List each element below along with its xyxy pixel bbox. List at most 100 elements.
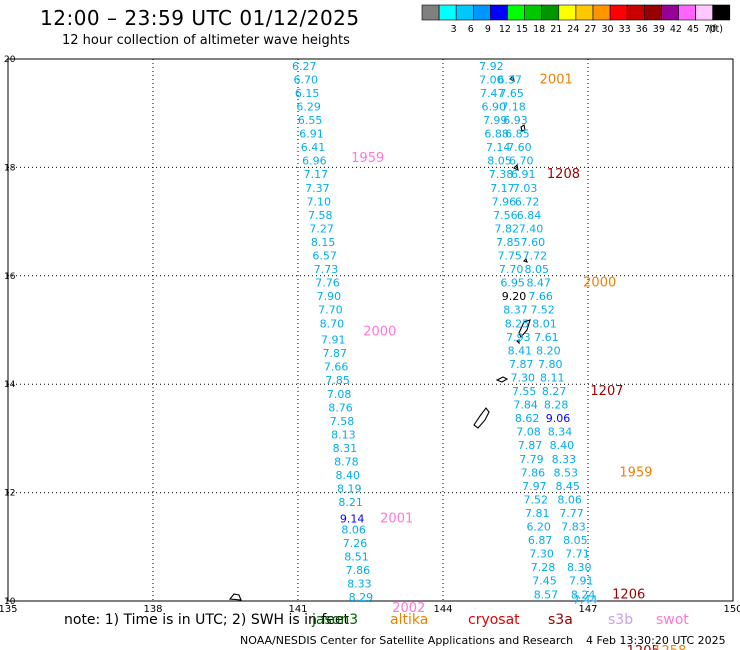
map-frame bbox=[7, 58, 734, 602]
wave-height-label: 8.33 bbox=[347, 577, 372, 590]
wave-height-label: 7.82 bbox=[495, 222, 520, 235]
wave-height-label: 7.56 bbox=[493, 209, 518, 222]
wave-height-label: 7.85 bbox=[496, 236, 521, 249]
pass-time-label: 1959 bbox=[351, 151, 384, 166]
wave-height-label: 7.87 bbox=[518, 439, 543, 452]
wave-height-label: 7.17 bbox=[304, 168, 329, 181]
wave-height-label: 7.86 bbox=[521, 466, 546, 479]
island-outline bbox=[516, 339, 520, 345]
wave-height-label: 7.08 bbox=[327, 388, 352, 401]
wave-height-label: 8.01 bbox=[532, 317, 557, 330]
x-tick-label: 144 bbox=[433, 604, 452, 615]
island-outline bbox=[513, 163, 519, 171]
wave-height-label: 7.70 bbox=[499, 263, 524, 276]
wave-height-label: 7.77 bbox=[559, 507, 584, 520]
wave-height-label: 8.40 bbox=[336, 469, 361, 482]
wave-height-label: 7.97 bbox=[522, 480, 547, 493]
wave-height-label: 7.61 bbox=[534, 331, 559, 344]
wave-height-label: 8.62 bbox=[515, 412, 540, 425]
wave-height-label: 7.28 bbox=[531, 561, 556, 574]
wave-height-label: 8.41 bbox=[508, 344, 533, 357]
colorbar-tick-label: 3 bbox=[451, 24, 457, 35]
island-outline bbox=[228, 593, 242, 601]
wave-height-label: 7.40 bbox=[519, 222, 544, 235]
wave-height-label: 8.31 bbox=[333, 442, 358, 455]
wave-height-label: 7.03 bbox=[513, 182, 538, 195]
wave-height-label: 6.88 bbox=[484, 128, 509, 141]
wave-height-label: 7.76 bbox=[315, 277, 340, 290]
x-tick-label: 141 bbox=[288, 604, 307, 615]
wave-height-label: 7.30 bbox=[511, 371, 536, 384]
colorbar-tick-label: 6 bbox=[468, 24, 474, 35]
island-outline bbox=[509, 74, 515, 82]
wave-height-label: 6.72 bbox=[515, 195, 540, 208]
colorbar-tick-label: 27 bbox=[584, 24, 596, 35]
colorbar-tick-label: 24 bbox=[567, 24, 579, 35]
colorbar-tick-label: 70 bbox=[704, 24, 716, 35]
wave-height-label: 8.15 bbox=[311, 236, 336, 249]
wave-height-label: 7.87 bbox=[509, 358, 534, 371]
wave-height-label: 8.51 bbox=[344, 550, 369, 563]
wave-height-label: 8.30 bbox=[567, 561, 592, 574]
wave-height-label: 7.60 bbox=[521, 236, 546, 249]
wave-height-label: 7.44 bbox=[573, 594, 598, 607]
wave-height-label: 7.38 bbox=[489, 168, 514, 181]
y-tick-label: 16 bbox=[4, 272, 16, 282]
wave-height-label: 8.70 bbox=[320, 317, 345, 330]
wave-height-label: 7.70 bbox=[318, 304, 343, 317]
wave-height-label: 7.91 bbox=[569, 575, 594, 588]
wave-height-label: 7.66 bbox=[528, 290, 553, 303]
wave-height-label: 7.81 bbox=[525, 507, 550, 520]
colorbar-tick-label: 39 bbox=[653, 24, 665, 35]
wave-height-label: 8.13 bbox=[331, 428, 356, 441]
wave-height-label: 7.26 bbox=[343, 537, 368, 550]
wave-height-label: 8.06 bbox=[557, 493, 582, 506]
wave-height-label: 8.33 bbox=[552, 453, 577, 466]
wave-height-label: 8.19 bbox=[337, 483, 362, 496]
wave-height-label: 7.52 bbox=[524, 493, 549, 506]
wave-height-label: 6.20 bbox=[526, 521, 551, 534]
wave-height-label: 8.28 bbox=[544, 399, 569, 412]
pass-time-label: 1206 bbox=[612, 587, 645, 602]
x-tick-label: 135 bbox=[0, 604, 18, 615]
wave-height-label: 8.05 bbox=[563, 534, 588, 547]
wave-height-label: 6.91 bbox=[299, 128, 324, 141]
y-tick-label: 12 bbox=[4, 489, 15, 499]
colorbar-tick-label: 33 bbox=[619, 24, 631, 35]
wave-height-label: 8.37 bbox=[503, 304, 528, 317]
wave-height-label: 6.96 bbox=[302, 155, 327, 168]
wave-height-label: 7.18 bbox=[501, 100, 526, 113]
wave-height-label: 6.37 bbox=[497, 73, 522, 86]
wave-height-label: 8.53 bbox=[554, 466, 579, 479]
colorbar-legend: 3 6 9 12 15 18 21 24 27 30 33 36 39 42 45 70(ft) bbox=[421, 4, 731, 35]
island-outline bbox=[495, 376, 509, 383]
wave-height-label: 6.29 bbox=[296, 100, 321, 113]
wave-height-label: 9.20 bbox=[502, 290, 527, 303]
footer-credit: NOAA/NESDIS Center for Satellite Applica… bbox=[240, 634, 574, 647]
wave-height-label: 6.87 bbox=[528, 534, 553, 547]
wave-height-label: 6.57 bbox=[312, 250, 337, 263]
wave-height-label: 6.55 bbox=[298, 114, 323, 127]
wave-height-label: 8.45 bbox=[555, 480, 580, 493]
colorbar-unit: (ft) bbox=[709, 24, 723, 35]
x-tick-label: 150 bbox=[723, 604, 740, 615]
pass-time-label: 1208 bbox=[547, 167, 580, 182]
wave-height-label: 8.24 bbox=[571, 588, 596, 601]
wave-height-label: 7.71 bbox=[565, 548, 590, 561]
wave-height-label: 8.21 bbox=[338, 496, 363, 509]
colorbar-tick-label: 21 bbox=[550, 24, 562, 35]
colorbar-tick-label: 9 bbox=[485, 24, 491, 35]
wave-height-label: 6.27 bbox=[292, 60, 317, 73]
pass-time-label: 1959 bbox=[619, 465, 652, 480]
island-outline bbox=[518, 319, 531, 338]
y-tick-label: 14 bbox=[4, 380, 16, 390]
colorbar-tick-label: 18 bbox=[533, 24, 545, 35]
wave-height-label: 8.78 bbox=[334, 456, 359, 469]
pass-time-label: 2001 bbox=[380, 511, 413, 526]
page-title: 12:00 – 23:59 UTC 01/12/2025 bbox=[40, 6, 360, 30]
wave-height-label: 6.85 bbox=[505, 128, 530, 141]
island-outline bbox=[473, 407, 490, 429]
wave-height-label: 7.73 bbox=[314, 263, 339, 276]
satellite-legend-cryosat: cryosat bbox=[468, 612, 520, 628]
